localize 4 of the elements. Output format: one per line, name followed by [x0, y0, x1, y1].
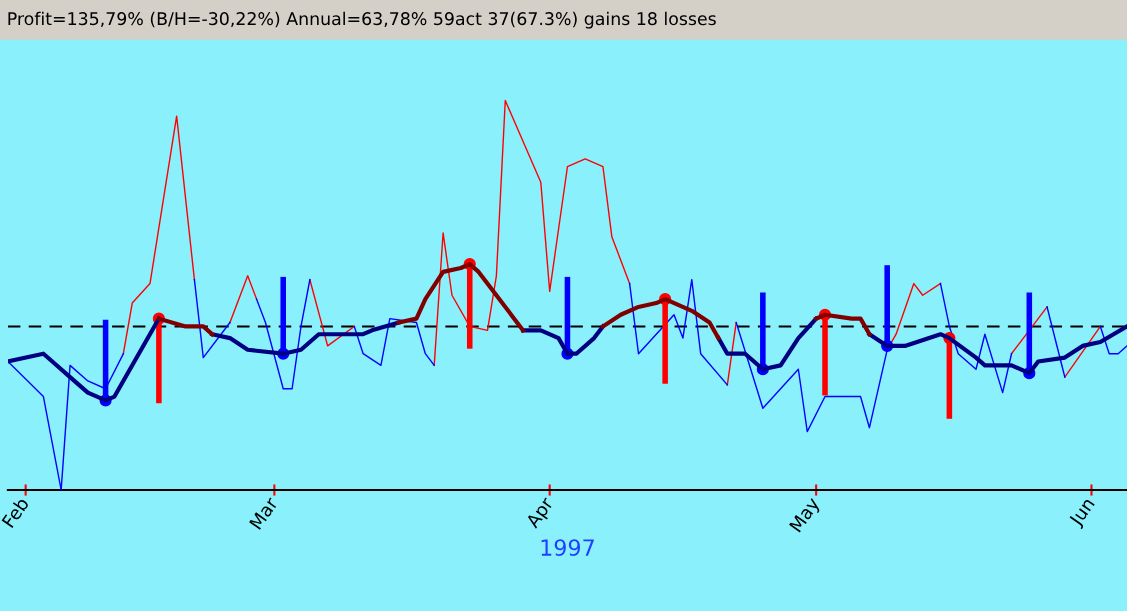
x-axis-title: 1997 — [541, 539, 594, 557]
x-tick-label: Feb — [1, 496, 30, 529]
x-tick-label: Jun — [1068, 497, 1098, 530]
chart-title: Profit=135,79% (B/H=-30,22%) Annual=63,78% 59act 37(67.3%) gains 18 losses — [8, 11, 716, 29]
